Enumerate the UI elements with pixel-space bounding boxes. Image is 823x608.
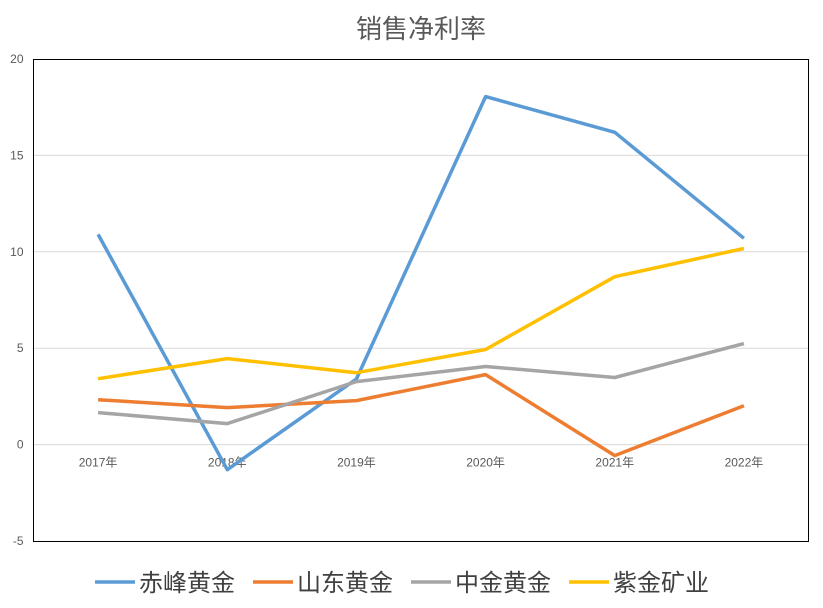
legend-label: 山东黄金 xyxy=(297,569,393,597)
y-tick-label: 20 xyxy=(10,52,24,66)
plot-area-border xyxy=(33,59,809,542)
y-tick-label: 10 xyxy=(10,245,24,259)
chart-title: 销售净利率 xyxy=(356,15,486,45)
x-tick-label: 2020年 xyxy=(466,456,505,470)
x-tick-label: 2022年 xyxy=(725,456,764,470)
series-line xyxy=(97,372,745,458)
y-tick-label: -5 xyxy=(13,534,24,548)
x-tick-label: 2019年 xyxy=(337,456,376,470)
y-tick-label: 0 xyxy=(17,438,24,452)
x-tick-label: 2017年 xyxy=(79,456,118,470)
x-tick-label: 2021年 xyxy=(595,456,634,470)
legend-label: 赤峰黄金 xyxy=(139,569,235,597)
series-line xyxy=(97,246,745,381)
y-tick-label: 5 xyxy=(17,341,24,355)
x-tick-label: 2018年 xyxy=(208,456,247,470)
series-line xyxy=(97,341,745,426)
y-tick-label: 15 xyxy=(10,148,24,162)
legend-label: 紫金矿业 xyxy=(613,569,709,597)
legend-label: 中金黄金 xyxy=(455,569,551,597)
series-line xyxy=(96,94,746,472)
